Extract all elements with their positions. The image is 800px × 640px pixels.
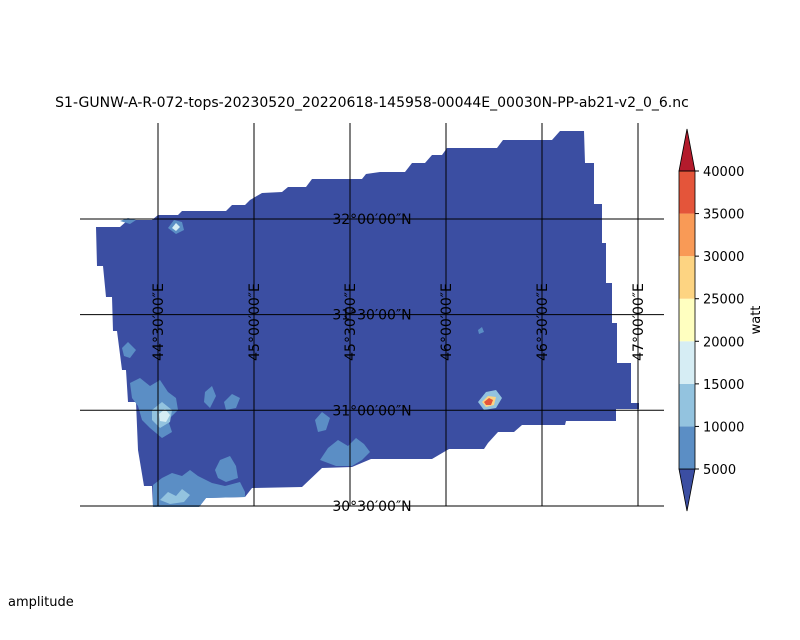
latitude-labels: 32°00′00″N 31°30′00″N 31°00′00″N 30°30′00″N — [332, 212, 411, 515]
lat-tick-label-1: 31°30′00″N — [332, 308, 411, 324]
graticule — [80, 123, 664, 507]
colorbar-tick-label-0: 5000 — [703, 463, 736, 478]
chart-title: S1-GUNW-A-R-072-tops-20230520_20220618-1… — [55, 95, 689, 111]
lon-tick-label-1: 45°00′00″E — [247, 283, 263, 361]
colorbar-bin-2 — [679, 383, 695, 427]
colorbar-tick-label-1: 10000 — [703, 420, 744, 435]
contour-patch-west-core — [159, 409, 170, 422]
colorbar-bin-4 — [679, 298, 695, 342]
colorbar-tick-label-7: 40000 — [703, 165, 744, 180]
colorbar-bin-3 — [679, 341, 695, 384]
colorbar-bin-7 — [679, 171, 695, 214]
contour-patch-west-small — [122, 342, 136, 358]
hotspot-core — [484, 398, 493, 405]
colorbar-bin-5 — [679, 256, 695, 299]
lat-tick-label-0: 32°00′00″N — [332, 212, 411, 228]
contour-patch-river — [320, 438, 370, 466]
colorbar-label: watt — [749, 306, 764, 335]
contour-patch-centre — [315, 412, 330, 432]
colorbar-bin-1 — [679, 426, 695, 469]
colorbar-bin-6 — [679, 213, 695, 257]
lon-tick-label-3: 46°00′00″E — [439, 283, 455, 361]
colorbar-extend-high — [678, 128, 696, 172]
contour-patch-mid — [215, 456, 238, 482]
colorbar-tick-label-2: 15000 — [703, 378, 744, 393]
contour-patch-southwest-inner — [160, 489, 190, 504]
colorbar-extend-low — [678, 468, 696, 512]
longitude-labels: 44°30′00″E 45°00′00″E 45°30′00″E 46°00′00″E… — [151, 283, 647, 361]
contour-patch-north-core — [172, 223, 180, 231]
contour-patch-east-small — [224, 394, 240, 410]
footer-label: amplitude — [8, 595, 74, 610]
lat-tick-label-2: 31°00′00″N — [332, 403, 411, 419]
lat-tick-label-3: 30°30′00″N — [332, 499, 411, 515]
contour-features — [120, 218, 502, 507]
colorbar-tick-label-3: 20000 — [703, 335, 744, 350]
contour-patch-tiny — [478, 327, 484, 334]
colorbar-frame — [678, 170, 696, 470]
colorbar-tick-label-4: 25000 — [703, 293, 744, 308]
swath-footprint — [96, 131, 639, 507]
lon-tick-label-0: 44°30′00″E — [151, 283, 167, 361]
lon-tick-label-5: 47°00′00″E — [631, 283, 647, 361]
map-area: 44°30′00″E 45°00′00″E 45°30′00″E 46°00′00″E… — [80, 123, 664, 515]
contour-patch-west-small-2 — [204, 386, 216, 408]
colorbar: 5000 10000 15000 20000 25000 30000 35000 40000 — [678, 128, 744, 512]
lon-tick-label-2: 45°30′00″E — [343, 283, 359, 361]
colorbar-tick-label-6: 35000 — [703, 208, 744, 223]
colorbar-tick-label-5: 30000 — [703, 250, 744, 265]
lon-tick-label-4: 46°30′00″E — [535, 283, 551, 361]
